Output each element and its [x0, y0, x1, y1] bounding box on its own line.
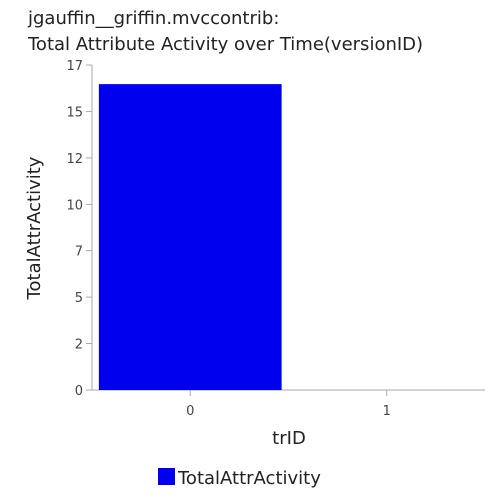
- y-axis-label: TotalAttrActivity: [24, 156, 45, 300]
- y-tick-label: 0: [75, 384, 83, 399]
- x-tick-label: 0: [186, 404, 194, 419]
- plot-area: 0 2 5 7 10 12 15 17 0 1: [66, 59, 485, 419]
- y-tick-label: 17: [66, 59, 83, 74]
- y-tick-label: 15: [66, 105, 83, 120]
- legend-swatch: [158, 468, 175, 485]
- y-tick-label: 5: [75, 291, 83, 306]
- legend: TotalAttrActivity: [158, 468, 321, 489]
- chart-title-line-2: Total Attribute Activity over Time(versi…: [27, 34, 423, 55]
- chart-title-line-1: jgauffin__griffin.mvccontrib:: [27, 8, 279, 29]
- bar: [98, 84, 282, 390]
- y-tick-label: 12: [66, 152, 83, 167]
- y-tick-label: 2: [75, 338, 83, 353]
- legend-label: TotalAttrActivity: [177, 468, 321, 489]
- y-tick-label: 10: [66, 198, 83, 213]
- x-tick-label: 1: [383, 404, 391, 419]
- x-axis-label: trID: [272, 428, 306, 449]
- y-tick-label: 7: [75, 245, 83, 260]
